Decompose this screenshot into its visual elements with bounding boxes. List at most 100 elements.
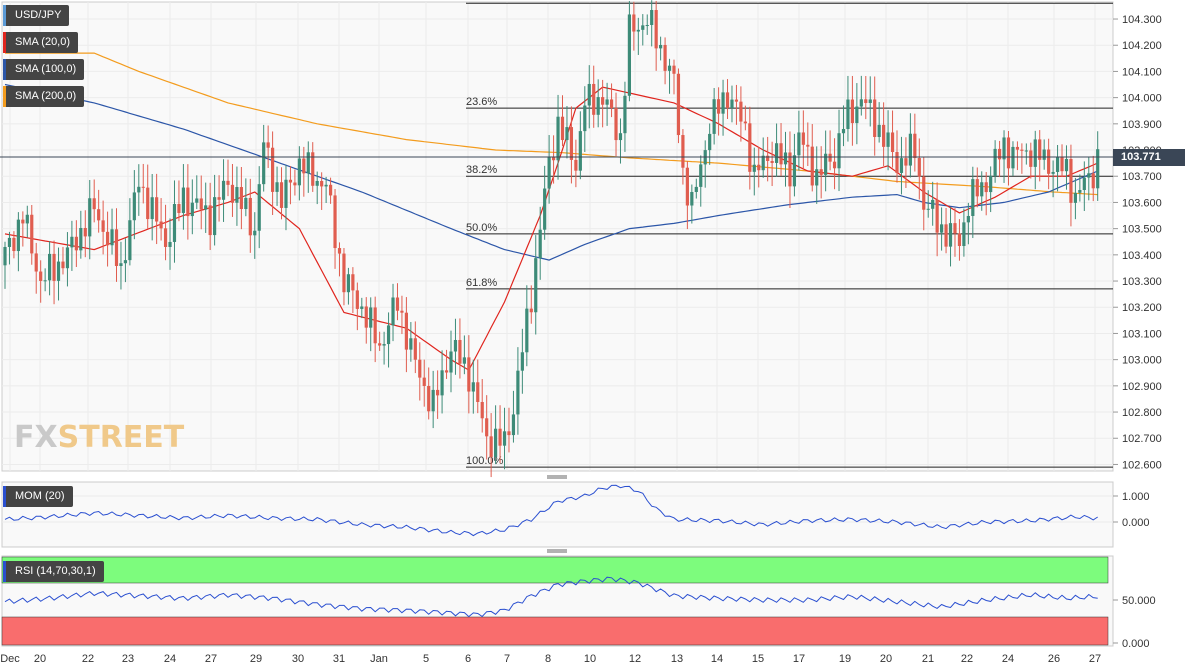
candle-body — [39, 271, 43, 281]
candle-body — [244, 197, 248, 210]
legend-sma20[interactable]: SMA (20,0) — [3, 32, 79, 53]
price-tick-label: 102.700 — [1122, 433, 1162, 445]
candle-body — [288, 179, 293, 183]
candle-body — [436, 389, 440, 396]
legend-sma200[interactable]: SMA (200,0) — [3, 86, 85, 107]
candle-body — [92, 198, 96, 210]
time-tick-label: 24 — [1002, 653, 1014, 665]
rsi-oversold-zone — [1, 616, 1109, 646]
candle-body — [181, 187, 185, 213]
candle-body — [810, 146, 814, 186]
candle-body — [565, 127, 569, 141]
current-price-badge: 103.771 — [1113, 149, 1185, 166]
time-tick-label: 27 — [1089, 653, 1101, 665]
candle-body — [346, 274, 351, 293]
candle-body — [650, 10, 654, 25]
candle-body — [685, 167, 689, 206]
legend-rsi[interactable]: RSI (14,70,30,1) — [3, 561, 104, 582]
candle-body — [525, 308, 529, 353]
mom-grid: 1.000 0.000 — [2, 491, 1150, 529]
candle-body — [342, 253, 346, 293]
candle-body — [676, 73, 681, 136]
mom-line — [4, 484, 1098, 537]
mom-panel — [1, 481, 1114, 548]
candle-body — [311, 152, 315, 186]
time-tick-label: 10 — [584, 653, 596, 665]
candle-body — [850, 99, 854, 124]
candle-body — [105, 231, 110, 246]
time-tick-label: 15 — [752, 653, 764, 665]
panel-resize-handle[interactable] — [547, 475, 567, 479]
candle-body — [279, 182, 284, 208]
legend-sma100[interactable]: SMA (100,0) — [3, 59, 85, 80]
candle-body — [864, 99, 868, 103]
candle-body — [1024, 150, 1028, 152]
candle-body — [1002, 137, 1006, 160]
time-tick-label: 12 — [629, 653, 641, 665]
candle-body — [1015, 146, 1020, 150]
candle-body — [609, 99, 614, 108]
mom-tick-label: 1.000 — [1122, 491, 1150, 503]
candle-body — [529, 308, 533, 313]
rsi-tick-label: 50.000 — [1122, 595, 1156, 607]
price-tick-label: 102.900 — [1122, 381, 1162, 393]
candle-body — [596, 97, 600, 115]
sma100-path — [4, 83, 1098, 261]
legend-sma200-label: SMA (200,0) — [15, 90, 77, 102]
candle-body — [88, 198, 92, 237]
candle-body — [146, 187, 150, 220]
candle-body — [337, 248, 342, 254]
legend-usdjpy[interactable]: USD/JPY — [3, 5, 70, 26]
candle-body — [627, 14, 631, 96]
candle-body — [806, 144, 810, 147]
time-axis: Dec 20 22 23 24 27 29 30 31 Jan 5 6 7 8 10 12 13 14 15 17 19… — [0, 653, 1101, 665]
candle-body — [672, 65, 676, 74]
candle-body — [663, 44, 667, 71]
candle-body — [948, 223, 953, 247]
candle-body — [801, 132, 805, 145]
candle-body — [904, 158, 908, 166]
candle-body — [30, 214, 34, 254]
candle-body — [601, 97, 605, 105]
candle-body — [204, 205, 208, 210]
candle-body — [12, 237, 16, 252]
candle-body — [681, 135, 685, 168]
candle-body — [1064, 158, 1069, 172]
candle-body — [199, 198, 203, 210]
candle-body — [444, 370, 449, 373]
candle-body — [266, 142, 270, 148]
candle-body — [538, 229, 542, 259]
candle-body — [355, 290, 359, 309]
candle-body — [70, 236, 74, 248]
candle-body — [378, 343, 382, 346]
time-tick-label: 31 — [333, 653, 345, 665]
candle-body — [699, 164, 703, 187]
candle-body — [507, 431, 511, 436]
candle-body — [271, 147, 275, 192]
candle-body — [34, 253, 38, 272]
candle-body — [43, 280, 47, 282]
candle-body — [1033, 139, 1037, 167]
candle-body — [418, 359, 422, 378]
candle-body — [761, 155, 765, 171]
candle-body — [395, 297, 400, 311]
candle-body — [61, 261, 65, 269]
candle-body — [320, 180, 324, 187]
candle-body — [16, 219, 20, 252]
candle-body — [364, 306, 368, 328]
time-tick-label: 21 — [922, 653, 934, 665]
candle-body — [137, 186, 141, 193]
legend-mom[interactable]: MOM (20) — [3, 486, 73, 507]
candle-body — [520, 352, 524, 371]
fib-label: 38.2% — [466, 164, 497, 176]
legend-sma20-label: SMA (20,0) — [15, 36, 71, 48]
candle-body — [1038, 139, 1042, 160]
candle-body — [275, 182, 279, 192]
candle-body — [413, 338, 417, 360]
candle-body — [1006, 137, 1011, 169]
candle-body — [324, 184, 328, 187]
panel-resize-handle-2[interactable] — [547, 549, 567, 553]
candle-body — [132, 192, 136, 221]
legend-sma200-swatch — [3, 86, 6, 107]
